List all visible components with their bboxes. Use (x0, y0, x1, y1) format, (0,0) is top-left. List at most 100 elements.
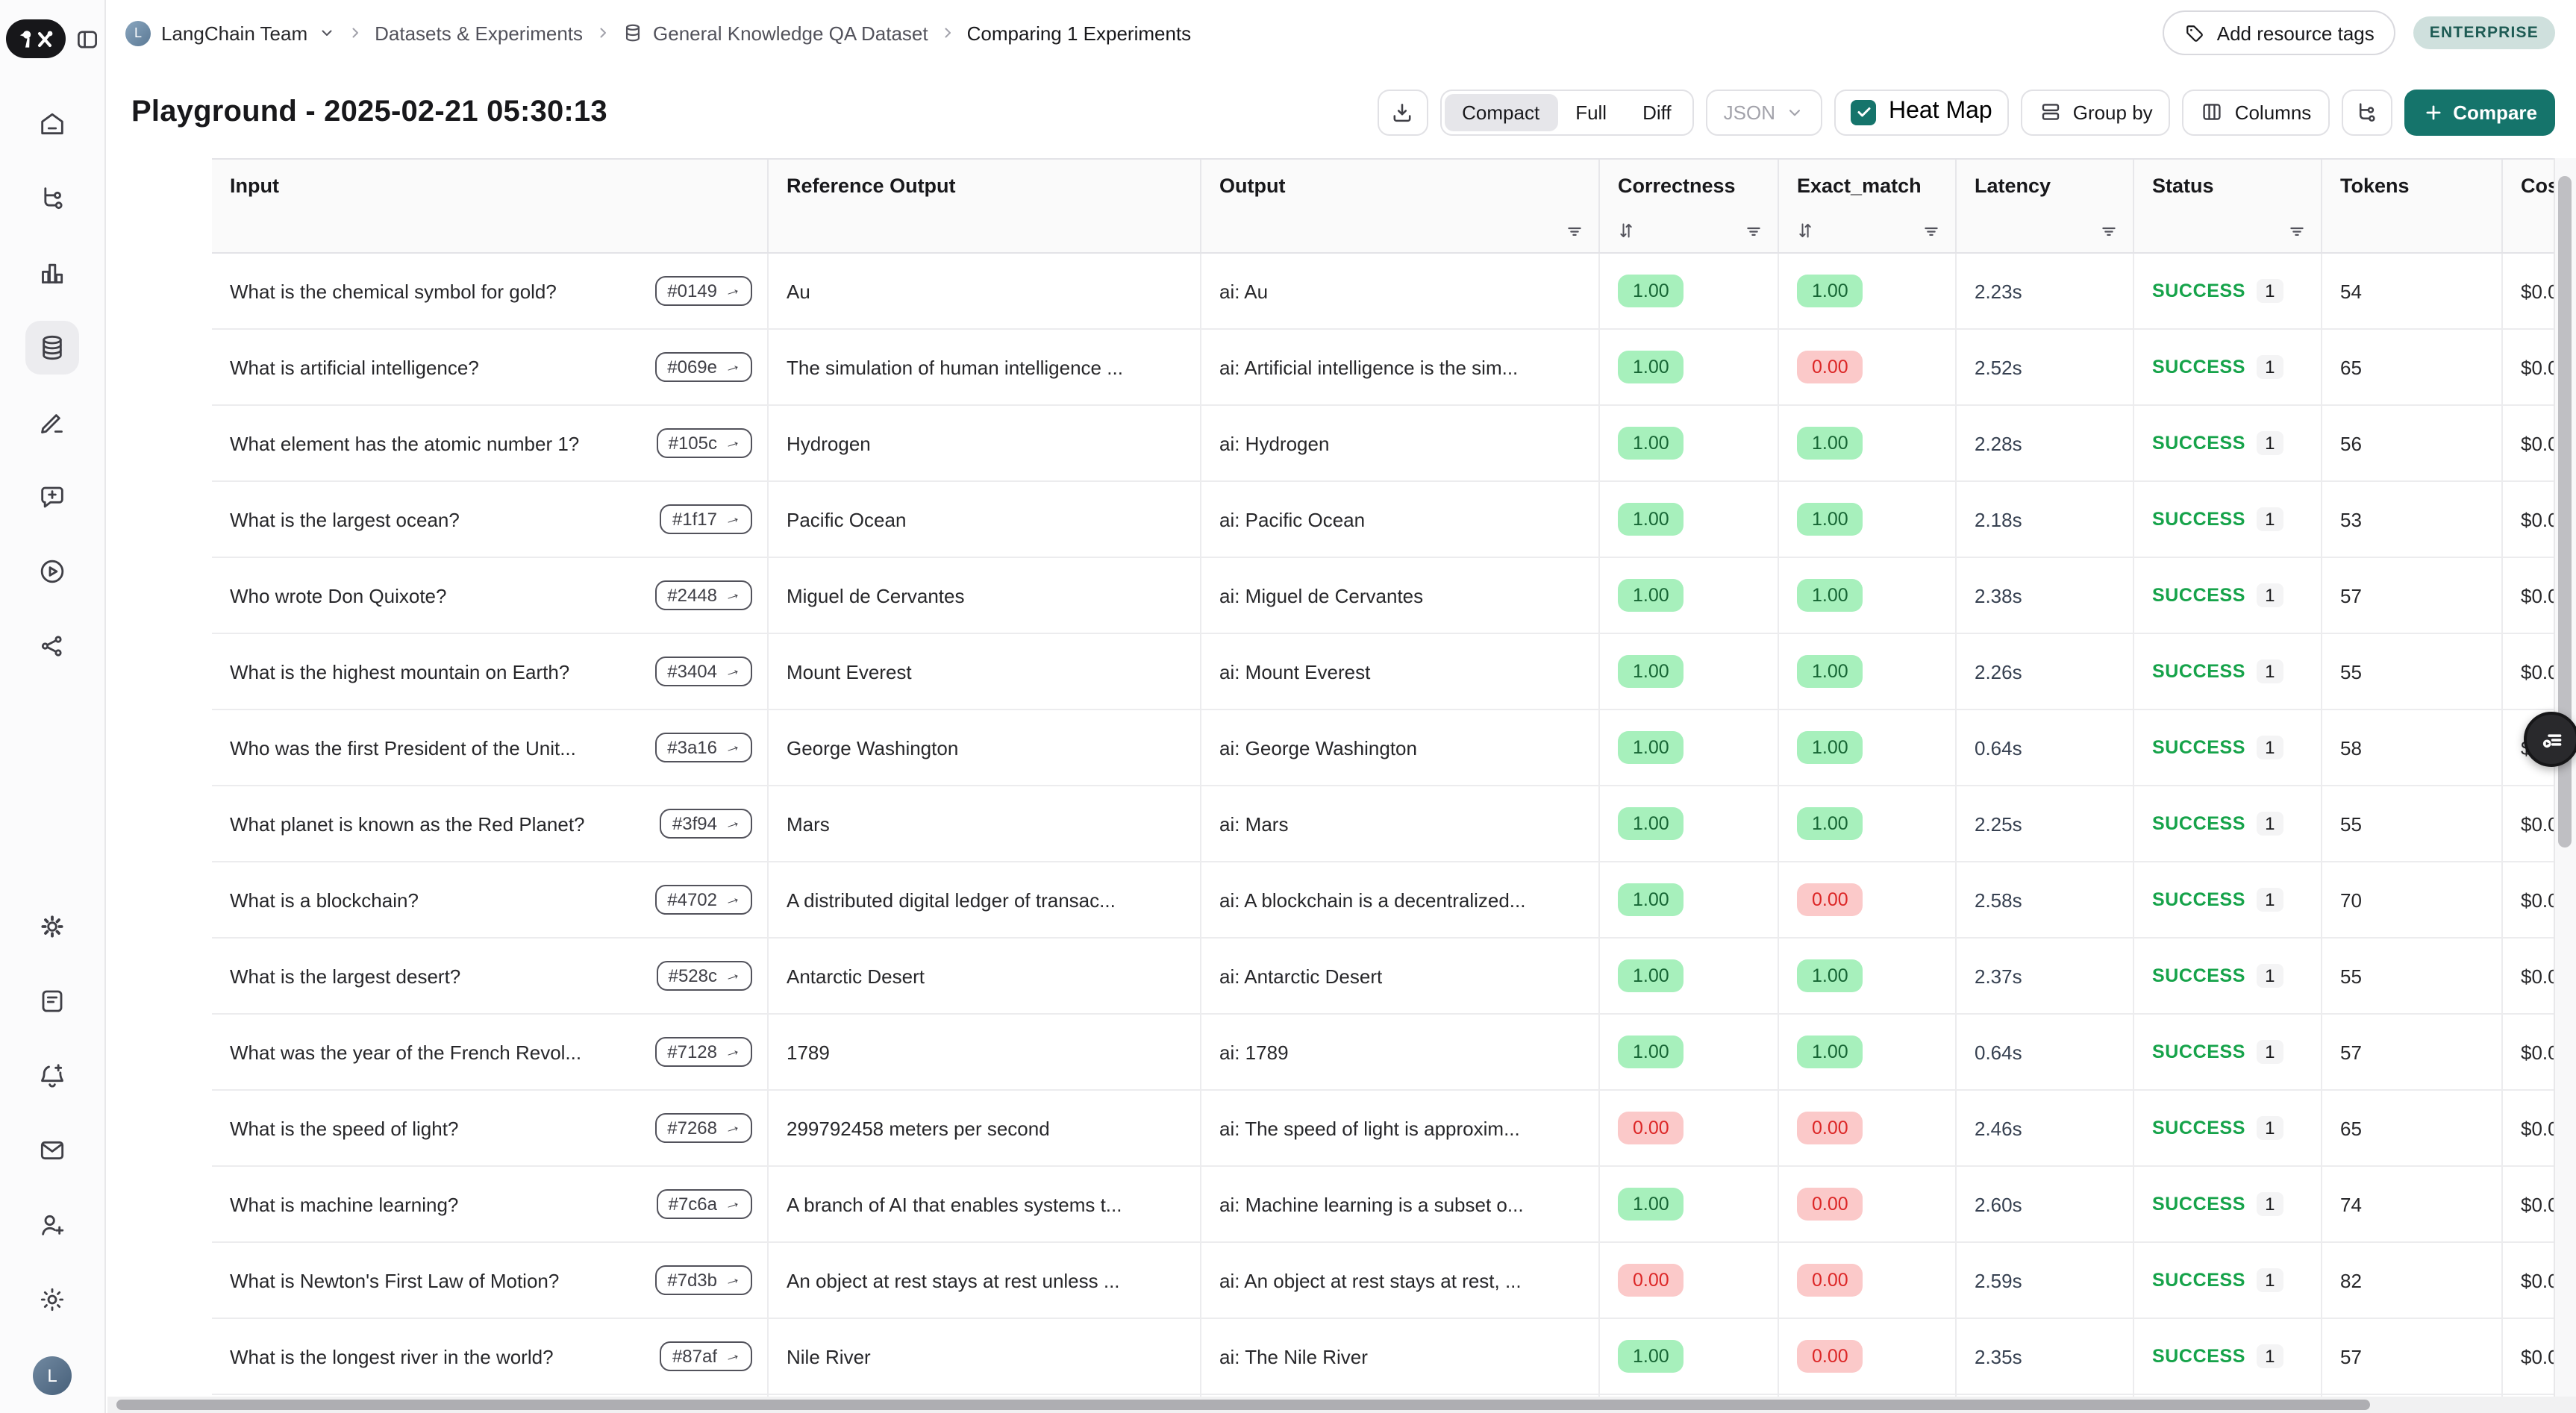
sidebar-item-notifications[interactable] (25, 1049, 79, 1103)
sidebar-item-docs[interactable] (25, 974, 79, 1028)
example-link[interactable]: #1f17 → (660, 504, 752, 534)
example-id: #528c (668, 965, 717, 986)
view-mode-full[interactable]: Full (1575, 101, 1607, 123)
table-row[interactable]: What is the longest river in the world? #… (212, 1319, 2576, 1395)
sort-icon[interactable] (1615, 219, 1637, 242)
example-link[interactable]: #3f94 → (660, 809, 752, 839)
filter-icon[interactable] (1564, 221, 1585, 242)
breadcrumb-dataset-name[interactable]: General Knowledge QA Dataset (653, 22, 928, 44)
table-row[interactable]: What is the chemical symbol for gold? #01… (212, 254, 2576, 330)
sidebar-item-tracing-projects[interactable] (25, 172, 79, 225)
tokens-cell: 74 (2322, 1167, 2503, 1241)
compare-button[interactable]: Compare (2404, 89, 2555, 135)
reference-output-text: Nile River (787, 1345, 871, 1367)
sidebar-item-theme[interactable] (25, 1273, 79, 1326)
table-row[interactable]: What was the year of the French Revol...… (212, 1015, 2576, 1091)
sidebar-item-playground[interactable] (25, 545, 79, 598)
sidebar-item-datasets-experiments[interactable] (25, 321, 79, 375)
vertical-scrollbar-thumb[interactable] (2558, 176, 2572, 848)
example-link[interactable]: #7c6a → (656, 1189, 752, 1219)
format-select[interactable]: JSON (1705, 89, 1823, 135)
sidebar-item-prompts[interactable] (25, 619, 79, 673)
breadcrumb: L LangChain Team Datasets & Experiments … (125, 20, 1191, 46)
horizontal-scrollbar-thumb[interactable] (116, 1400, 2370, 1410)
output-cell: ai: The speed of light is approxim... (1201, 1091, 1600, 1165)
example-link[interactable]: #3404 → (655, 657, 752, 686)
breadcrumb-team[interactable]: LangChain Team (161, 22, 308, 44)
table-row[interactable]: What is the speed of light? #7268 → 2997924… (212, 1091, 2576, 1167)
vertical-scrollbar[interactable] (2554, 158, 2576, 1397)
example-link[interactable]: #528c → (656, 961, 752, 991)
column-header-correctness: Correctness (1600, 160, 1779, 252)
chevron-down-icon[interactable] (318, 24, 336, 42)
example-link[interactable]: #3a16 → (655, 733, 752, 762)
example-link[interactable]: #2448 → (655, 580, 752, 610)
horizontal-scrollbar[interactable] (107, 1397, 2576, 1413)
correctness-cell: 1.00 (1600, 939, 1779, 1013)
input-question: Who wrote Don Quixote? (230, 584, 447, 607)
sidebar-item-annotation-queues[interactable] (25, 395, 79, 449)
user-avatar[interactable]: L (33, 1356, 72, 1395)
sidebar-item-settings[interactable] (25, 900, 79, 953)
input-question: What was the year of the French Revol... (230, 1041, 582, 1063)
sidebar-item-monitoring[interactable] (25, 246, 79, 300)
column-header-label: Reference Output (787, 175, 956, 197)
table-row[interactable]: Who wrote Don Quixote? #2448 → Miguel de Ce… (212, 558, 2576, 634)
latency-cell: 2.25s (1957, 786, 2134, 861)
table-row[interactable]: What is machine learning? #7c6a → A branch … (212, 1167, 2576, 1243)
column-header-label: Output (1219, 175, 1286, 197)
table-row[interactable]: What planet is known as the Red Planet? #… (212, 786, 2576, 862)
exact-match-score: 0.00 (1797, 1188, 1863, 1221)
example-link[interactable]: #105c → (656, 428, 752, 458)
example-link[interactable]: #4702 → (655, 885, 752, 915)
example-link[interactable]: #7268 → (655, 1113, 752, 1143)
view-mode-compact[interactable]: Compact (1444, 93, 1558, 131)
output-text: ai: An object at rest stays at rest, ... (1219, 1269, 1522, 1291)
runs-panel-float-button[interactable] (2524, 712, 2576, 767)
columns-button[interactable]: Columns (2182, 89, 2330, 135)
filter-icon[interactable] (2286, 221, 2307, 242)
filter-icon[interactable] (2098, 221, 2119, 242)
table-row[interactable]: What is the highest mountain on Earth? #3… (212, 634, 2576, 710)
status-badge: SUCCESS (2152, 965, 2246, 986)
table-row[interactable]: What is artificial intelligence? #069e → Th… (212, 330, 2576, 406)
filter-icon (1747, 226, 1760, 236)
add-resource-tags-button[interactable]: Add resource tags (2163, 10, 2395, 55)
sort-icon[interactable] (1794, 219, 1816, 242)
sidebar-item-inbox[interactable] (25, 1124, 79, 1177)
example-link[interactable]: #87af → (660, 1341, 752, 1371)
columns-icon (2204, 104, 2222, 120)
sidebar-collapse-button[interactable] (74, 26, 99, 51)
table-row[interactable]: What element has the atomic number 1? #10… (212, 406, 2576, 482)
sidebar-item-feedback[interactable] (25, 470, 79, 524)
gear-icon (41, 915, 63, 938)
latency-value: 2.59s (1975, 1269, 2022, 1291)
sidebar-nav-top (25, 97, 79, 673)
heat-map-checkbox[interactable] (1851, 99, 1877, 125)
table-row[interactable]: What is the largest ocean? #1f17 → Pacific … (212, 482, 2576, 558)
example-link[interactable]: #0149 → (655, 276, 752, 306)
play-circle-icon (40, 560, 64, 583)
example-link[interactable]: #7d3b → (655, 1265, 752, 1295)
breadcrumb-datasets[interactable]: Datasets & Experiments (375, 22, 584, 44)
view-mode-diff[interactable]: Diff (1642, 101, 1672, 123)
filter-icon[interactable] (1921, 220, 1942, 241)
table-row[interactable]: What is the largest desert? #528c → Antarct… (212, 939, 2576, 1015)
filter-icon[interactable] (1743, 220, 1764, 241)
input-cell: What is the longest river in the world? #… (212, 1319, 769, 1394)
langsmith-logo[interactable] (5, 19, 65, 58)
example-link[interactable]: #7128 → (655, 1037, 752, 1067)
table-row[interactable]: Who was the first President of the Unit.… (212, 710, 2576, 786)
sidebar-item-invite-members[interactable] (25, 1198, 79, 1252)
reference-output-text: Pacific Ocean (787, 508, 907, 530)
group-by-button[interactable]: Group by (2020, 89, 2171, 135)
table-row[interactable]: What is a blockchain? #4702 → A distributed… (212, 862, 2576, 939)
download-button[interactable] (1377, 89, 1428, 135)
sidebar-item-home[interactable] (25, 97, 79, 151)
tree-view-button[interactable] (2341, 89, 2392, 135)
tokens-value: 56 (2340, 432, 2362, 454)
example-link[interactable]: #069e → (655, 352, 752, 382)
table-row[interactable]: What is Newton's First Law of Motion? #7d… (212, 1243, 2576, 1319)
input-question: What is the largest desert? (230, 965, 461, 987)
sun-icon (40, 1288, 64, 1312)
